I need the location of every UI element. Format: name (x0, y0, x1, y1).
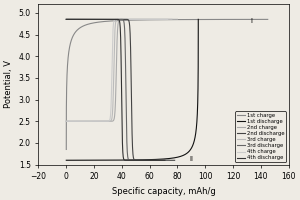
Text: II: II (189, 156, 193, 162)
X-axis label: Specific capacity, mAh/g: Specific capacity, mAh/g (112, 187, 215, 196)
Legend: 1st charge, 1st discharge, 2nd charge, 2nd discharge, 3rd charge, 3rd discharge,: 1st charge, 1st discharge, 2nd charge, 2… (235, 111, 286, 162)
Text: I: I (250, 18, 252, 24)
Y-axis label: Potential, V: Potential, V (4, 60, 13, 108)
